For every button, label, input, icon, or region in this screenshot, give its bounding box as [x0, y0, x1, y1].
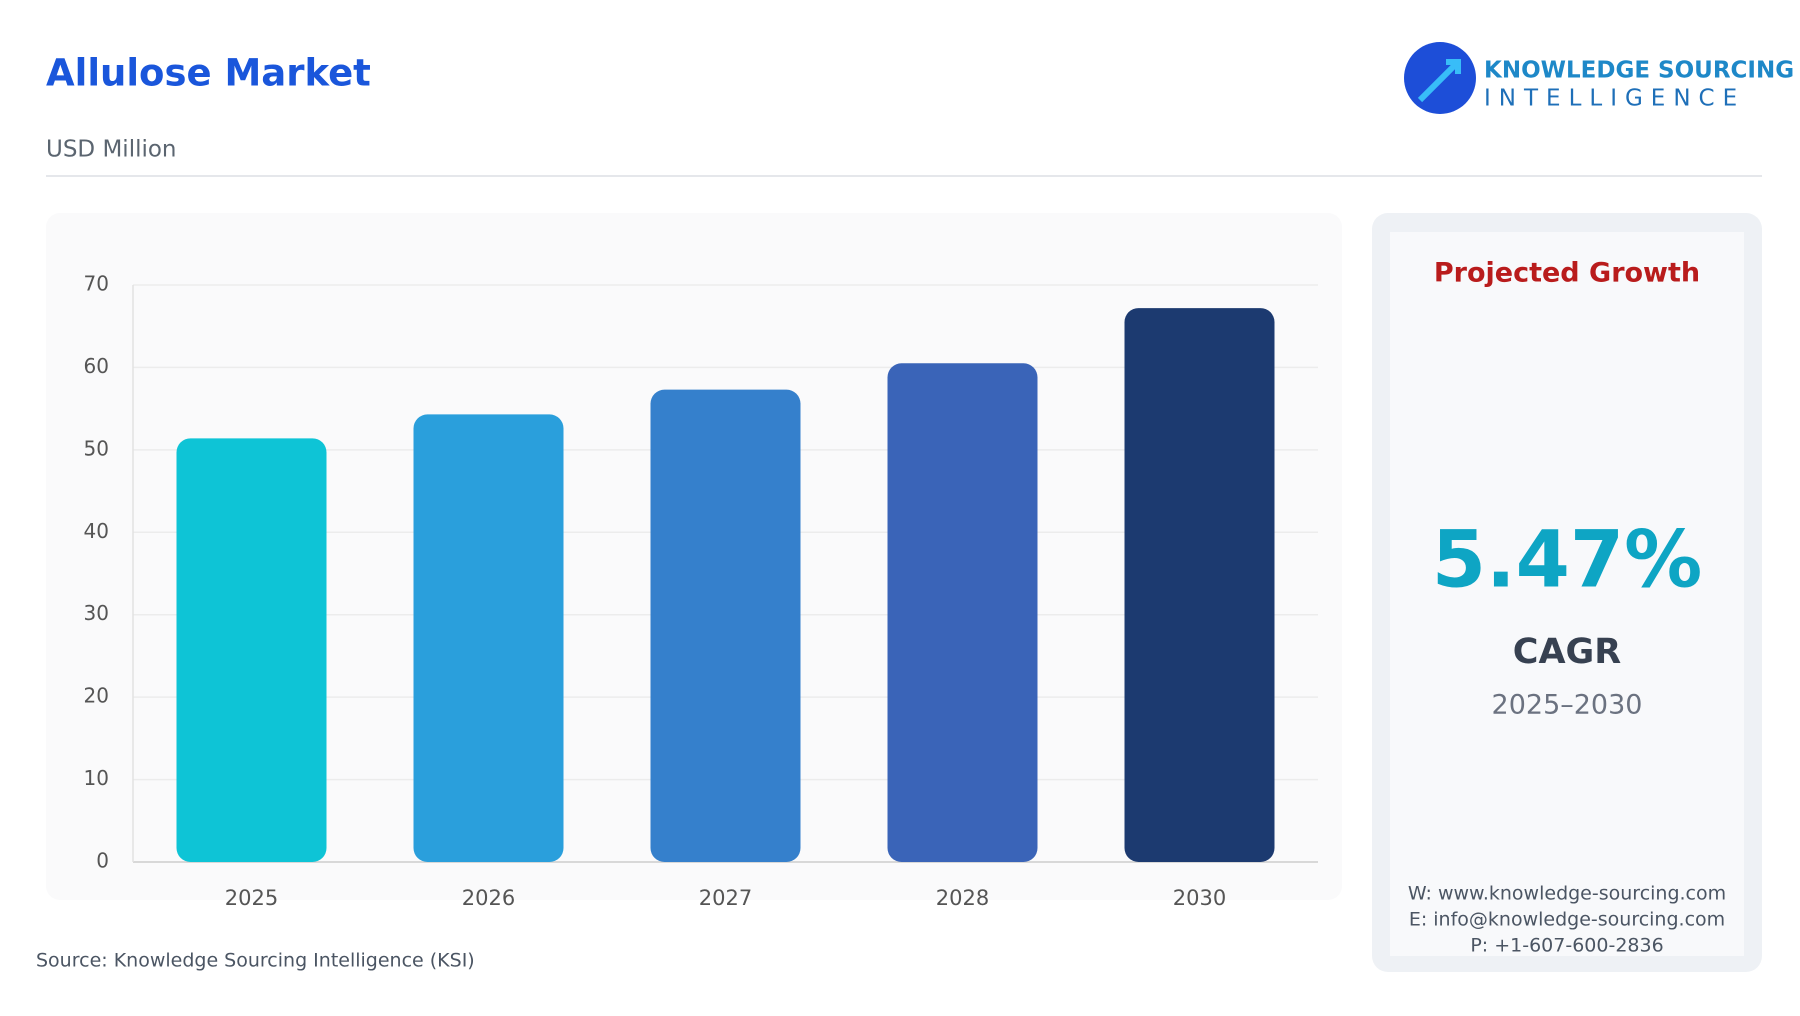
- source: Source: Knowledge Sourcing Intelligence …: [36, 950, 475, 972]
- y-tick-label: 60: [84, 354, 109, 378]
- y-tick-label: 20: [84, 684, 109, 708]
- logo: KNOWLEDGE SOURCING INTELLIGENCE: [1404, 42, 1794, 114]
- title: Allulose Market: [46, 52, 371, 95]
- subtitle: USD Million: [46, 137, 177, 163]
- contact: W: www.knowledge-sourcing.com: [1408, 883, 1726, 905]
- x-tick-label: 2030: [1173, 886, 1226, 910]
- x-tick-label: 2028: [936, 886, 989, 910]
- bar: [176, 438, 327, 862]
- y-tick-label: 50: [84, 436, 109, 460]
- logo-text: INTELLIGENCE: [1484, 86, 1745, 112]
- logo-text: KNOWLEDGE SOURCING: [1484, 58, 1794, 84]
- bar: [1124, 308, 1275, 863]
- x-tick-label: 2025: [225, 886, 278, 910]
- y-tick-label: 30: [84, 601, 109, 625]
- cagr-label: CAGR: [1513, 632, 1622, 672]
- bar: [650, 389, 801, 862]
- x-tick-label: 2026: [462, 886, 515, 910]
- y-tick-label: 0: [96, 849, 109, 873]
- cagr-period: 2025–2030: [1492, 690, 1643, 721]
- panel-inner: [1390, 232, 1744, 956]
- contact: P: +1-607-600-2836: [1470, 935, 1663, 957]
- y-tick-label: 10: [84, 766, 109, 790]
- logo-arrow: [1417, 59, 1461, 103]
- y-tick-label: 40: [84, 519, 109, 543]
- bar: [887, 363, 1038, 862]
- cagr-value: 5.47%: [1432, 515, 1703, 605]
- y-tick-label: 70: [84, 272, 109, 296]
- x-tick-label: 2027: [699, 886, 752, 910]
- contact: E: info@knowledge-sourcing.com: [1409, 909, 1725, 931]
- bar: [413, 414, 564, 862]
- panel-heading: Projected Growth: [1434, 258, 1700, 289]
